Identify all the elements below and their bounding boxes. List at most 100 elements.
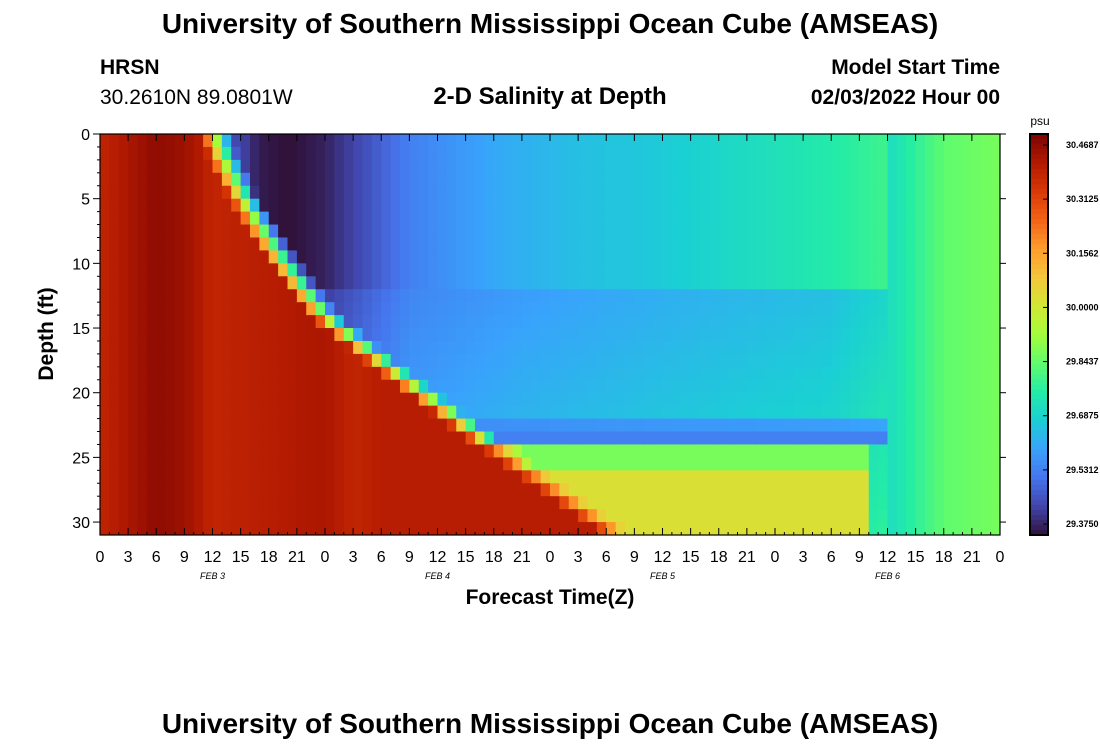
heatmap-cell (184, 509, 195, 523)
heatmap-cell (859, 431, 870, 446)
x-tick-label: 9 (855, 549, 864, 566)
heatmap-cell (503, 405, 514, 420)
heatmap-cell (943, 159, 954, 174)
colorbar-step (1030, 309, 1048, 316)
heatmap-cell (662, 237, 673, 252)
heatmap-cell (596, 509, 607, 523)
heatmap-cell (756, 146, 767, 161)
heatmap-cell (971, 509, 982, 523)
heatmap-cell (737, 392, 748, 407)
heatmap-cell (400, 366, 410, 381)
heatmap-cell (662, 366, 673, 381)
heatmap-cell (568, 340, 579, 355)
heatmap-cell (653, 340, 664, 355)
heatmap-cell (587, 392, 598, 407)
heatmap-cell (550, 483, 560, 497)
heatmap-cell (521, 211, 532, 226)
colorbar-tick-label: 29.8437 (1066, 357, 1099, 367)
heatmap-cell (259, 172, 270, 187)
heatmap-cell (278, 250, 289, 264)
heatmap-cell (559, 470, 570, 484)
heatmap-cell (521, 379, 532, 394)
heatmap-cell (662, 483, 673, 497)
heatmap-cell (512, 134, 523, 148)
x-tick-label: 15 (682, 549, 700, 566)
heatmap-cell (765, 185, 776, 200)
heatmap-cell (203, 328, 214, 342)
heatmap-cell (634, 366, 645, 381)
heatmap-cell (278, 379, 289, 394)
heatmap-cell (887, 405, 898, 420)
heatmap-cell (193, 185, 204, 200)
heatmap-cell (615, 276, 626, 290)
heatmap-cell (446, 418, 457, 433)
heatmap-cell (146, 522, 157, 535)
heatmap-cell (437, 276, 448, 290)
heatmap-cell (803, 496, 814, 510)
heatmap-cell (418, 340, 429, 355)
heatmap-cell (193, 263, 204, 277)
heatmap-cell (484, 328, 495, 342)
heatmap-cell (690, 353, 701, 368)
heatmap-cell (475, 483, 485, 497)
heatmap-cell (756, 522, 767, 535)
heatmap-cell (165, 444, 176, 458)
x-axis-title: Forecast Time(Z) (466, 586, 635, 609)
heatmap-cell (925, 379, 935, 394)
heatmap-cell (512, 457, 523, 471)
heatmap-cell (503, 172, 514, 187)
heatmap-cell (259, 302, 270, 316)
heatmap-cell (868, 315, 879, 329)
heatmap-cell (850, 250, 860, 264)
heatmap-cell (400, 457, 410, 471)
heatmap-cell (850, 340, 860, 355)
heatmap-cell (446, 224, 457, 239)
heatmap-cell (146, 289, 157, 303)
heatmap-cell (878, 250, 889, 264)
heatmap-cell (165, 302, 176, 316)
heatmap-cell (250, 289, 260, 303)
heatmap-cell (325, 392, 335, 407)
heatmap-cell (634, 392, 645, 407)
heatmap-cell (493, 418, 504, 433)
heatmap-cell (840, 211, 851, 226)
heatmap-cell (296, 315, 307, 329)
heatmap-cell (718, 496, 729, 510)
heatmap-cell (362, 159, 373, 174)
heatmap-cell (700, 366, 710, 381)
heatmap-cell (868, 366, 879, 381)
heatmap-cell (175, 159, 185, 174)
heatmap-cell (428, 444, 439, 458)
heatmap-cell (568, 146, 579, 161)
heatmap-cell (681, 276, 692, 290)
heatmap-cell (381, 315, 392, 329)
heatmap-cell (184, 431, 195, 446)
heatmap-cell (915, 172, 926, 187)
heatmap-cell (193, 237, 204, 252)
heatmap-cell (859, 444, 870, 458)
heatmap-cell (456, 185, 467, 200)
heatmap-cell (765, 250, 776, 264)
heatmap-cell (325, 457, 335, 471)
heatmap-cell (268, 483, 279, 497)
heatmap-cell (671, 159, 682, 174)
heatmap-cell (896, 496, 907, 510)
heatmap-cell (756, 224, 767, 239)
heatmap-cell (812, 289, 823, 303)
heatmap-cell (315, 172, 326, 187)
heatmap-cell (465, 366, 476, 381)
heatmap-cell (587, 211, 598, 226)
heatmap-cell (887, 302, 898, 316)
heatmap-cell (953, 483, 964, 497)
heatmap-cell (268, 353, 279, 368)
heatmap-cell (240, 185, 251, 200)
heatmap-cell (981, 470, 992, 484)
heatmap-cell (315, 185, 326, 200)
heatmap-cell (606, 250, 617, 264)
heatmap-cell (718, 457, 729, 471)
heatmap-cell (465, 276, 476, 290)
heatmap-cell (540, 198, 551, 213)
heatmap-cell (240, 302, 251, 316)
heatmap-cell (409, 276, 420, 290)
heatmap-cell (896, 366, 907, 381)
